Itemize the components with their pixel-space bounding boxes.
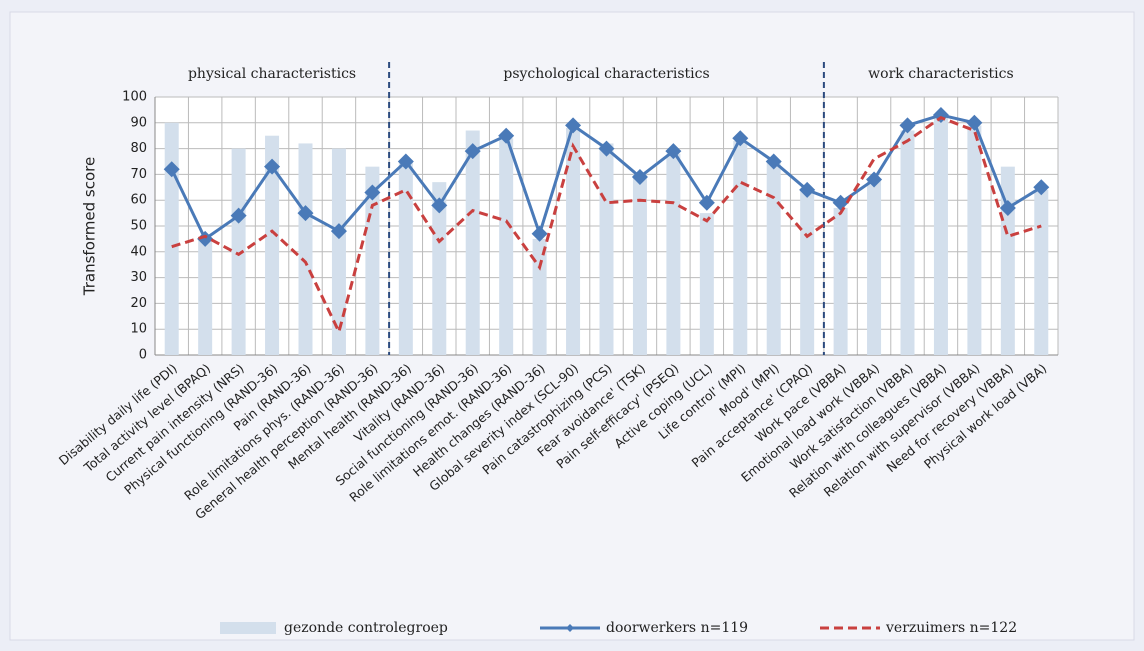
- y-tick-label: 100: [122, 90, 147, 105]
- bar: [766, 161, 781, 355]
- bar: [432, 182, 447, 355]
- bar: [198, 238, 213, 355]
- marker: [765, 153, 782, 170]
- legend-label: doorwerkers n=119: [606, 620, 748, 636]
- marker: [297, 205, 314, 222]
- y-tick-label: 10: [130, 322, 147, 337]
- marker: [431, 197, 448, 214]
- bar: [164, 122, 179, 355]
- y-tick-label: 50: [130, 219, 147, 234]
- marker: [397, 153, 414, 170]
- section-label: work characteristics: [868, 66, 1014, 82]
- marker: [364, 184, 381, 201]
- marker: [866, 171, 883, 188]
- marker: [832, 194, 849, 211]
- y-tick-label: 60: [130, 193, 147, 208]
- marker: [1033, 179, 1050, 196]
- marker: [197, 230, 214, 247]
- y-axis-label: Transformed score: [81, 157, 99, 296]
- bar: [566, 127, 581, 356]
- marker: [498, 127, 515, 144]
- marker: [230, 207, 247, 224]
- bar: [298, 143, 313, 355]
- y-tick-label: 30: [130, 270, 147, 285]
- line: [171, 115, 1042, 337]
- bar: [265, 135, 280, 355]
- bar: [499, 138, 514, 355]
- legend-label: verzuimers n=122: [885, 620, 1017, 636]
- bar: [331, 148, 346, 355]
- marker: [665, 143, 682, 160]
- bar: [599, 143, 614, 355]
- bar: [1000, 166, 1015, 355]
- bar: [465, 130, 480, 355]
- marker: [698, 194, 715, 211]
- section-label: psychological characteristics: [503, 66, 709, 82]
- bar: [666, 153, 681, 355]
- y-tick-label: 80: [130, 141, 147, 156]
- y-tick-label: 70: [130, 167, 147, 182]
- bar: [632, 174, 647, 355]
- bar: [867, 179, 882, 355]
- marker: [330, 223, 347, 240]
- marker: [999, 199, 1016, 216]
- marker: [899, 117, 916, 134]
- marker: [565, 117, 582, 134]
- bar: [967, 125, 982, 355]
- y-tick-label: 40: [130, 244, 147, 259]
- marker: [598, 140, 615, 157]
- bar: [231, 148, 246, 355]
- bar: [699, 213, 714, 355]
- marker: [732, 130, 749, 147]
- marker: [631, 168, 648, 185]
- marker: [531, 225, 548, 242]
- marker: [464, 143, 481, 160]
- legend-marker: [566, 624, 574, 632]
- bar: [1034, 189, 1049, 355]
- marker: [264, 158, 281, 175]
- bar: [532, 238, 547, 355]
- bar: [398, 161, 413, 355]
- bar: [933, 115, 948, 355]
- marker: [966, 114, 983, 131]
- y-tick-label: 90: [130, 115, 147, 130]
- bar: [833, 207, 848, 355]
- bar: [900, 130, 915, 355]
- marker: [163, 161, 180, 178]
- y-tick-label: 0: [139, 348, 147, 363]
- section-label: physical characteristics: [188, 66, 356, 82]
- bar: [733, 140, 748, 355]
- bar: [800, 189, 815, 355]
- marker: [799, 181, 816, 198]
- legend-label: gezonde controlegroep: [284, 620, 448, 636]
- y-tick-label: 20: [130, 296, 147, 311]
- legend-swatch: [220, 622, 276, 634]
